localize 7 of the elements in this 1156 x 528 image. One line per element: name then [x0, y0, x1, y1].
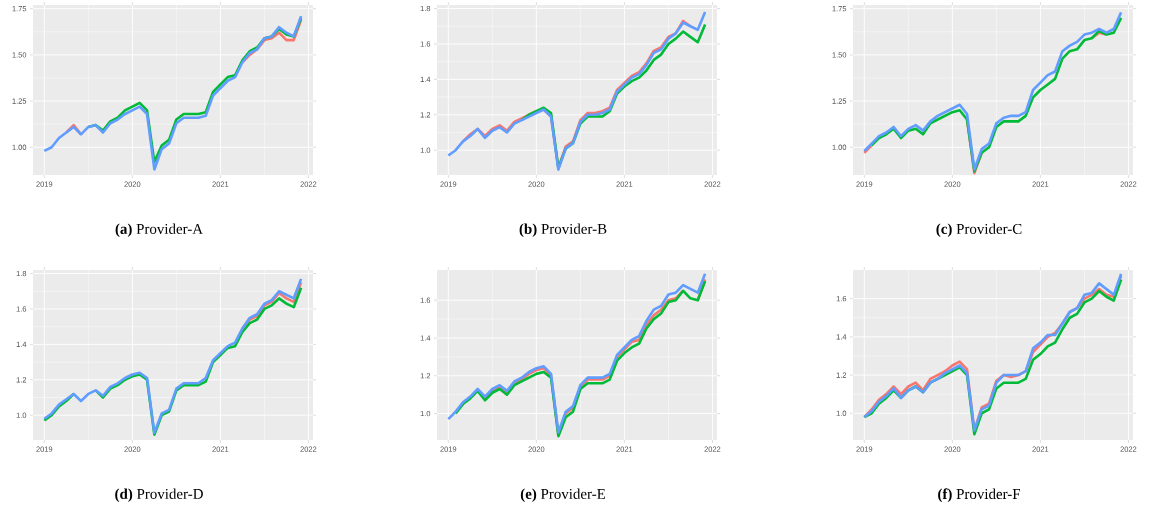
- text: (b) Provider-B: [519, 223, 607, 237]
- text: (d) Provider-D: [115, 488, 203, 502]
- text: (f) Provider-F: [938, 488, 1021, 503]
- text: (a) Provider-A: [115, 223, 203, 237]
- line-series: [447, 10, 707, 171]
- text: (c) Provider-C: [936, 223, 1022, 237]
- text: (e) Provider-E: [520, 488, 606, 502]
